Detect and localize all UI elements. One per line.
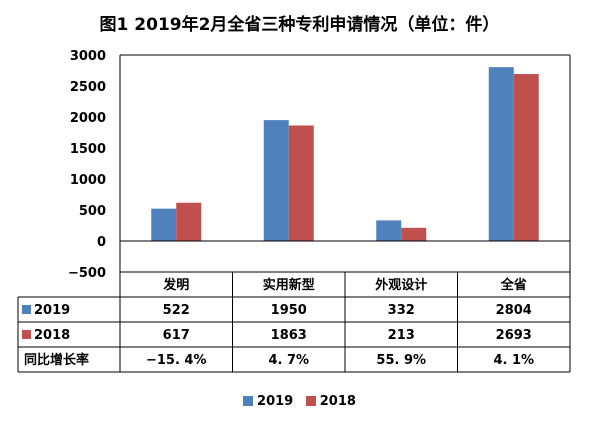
legend-swatch-2018 [305, 396, 316, 406]
y-tick-label: 500 [79, 204, 106, 219]
data-label: 55. 9% [376, 353, 426, 368]
y-tick-label: 1000 [70, 173, 106, 188]
data-label: 2693 [496, 328, 532, 343]
x-tick-label: 发明 [162, 277, 189, 293]
legend-label-2018: 2018 [319, 394, 356, 409]
bar-2018-2 [401, 227, 427, 241]
bar-2018-0 [176, 202, 202, 241]
y-tick-label: 0 [97, 235, 106, 250]
bar-2019-3 [488, 67, 514, 241]
data-label: 4. 7% [268, 353, 309, 368]
data-label: 1863 [271, 328, 307, 343]
table-row-label: 同比增长率 [24, 352, 89, 368]
bar-2019-1 [263, 120, 289, 241]
y-tick-label: 3000 [70, 49, 106, 64]
bar-2018-1 [288, 125, 314, 241]
data-label: −15. 4% [146, 353, 207, 368]
bar-2019-2 [376, 220, 402, 241]
y-tick-label: 2500 [70, 80, 106, 95]
data-label: 1950 [271, 303, 307, 318]
table-row-label: 2019 [34, 303, 70, 318]
y-tick-label: −500 [68, 266, 106, 281]
data-label: 213 [388, 328, 415, 343]
legend-label-2019: 2019 [257, 394, 294, 409]
data-label: 617 [163, 328, 190, 343]
chart-title: 图1 2019年2月全省三种专利申请情况（单位：件） [99, 15, 500, 35]
y-tick-label: 2000 [70, 111, 106, 126]
x-tick-label: 全省 [500, 277, 527, 293]
legend-item-2019: 2019 [243, 394, 293, 409]
table-legend-key [22, 330, 31, 339]
legend-swatch-2019 [243, 396, 254, 406]
data-label: 332 [388, 303, 415, 318]
bar-2018-3 [513, 74, 539, 241]
x-tick-label: 实用新型 [263, 277, 315, 293]
table-row-label: 2018 [34, 328, 70, 343]
data-label: 4. 1% [493, 353, 534, 368]
data-label: 2804 [496, 303, 532, 318]
legend-item-2018: 2018 [305, 394, 356, 409]
bar-2019-0 [151, 208, 177, 241]
table-legend-key [22, 305, 31, 314]
data-label: 522 [163, 303, 190, 318]
x-tick-label: 外观设计 [374, 277, 427, 293]
y-tick-label: 1500 [70, 142, 106, 157]
chart-legend: 2019 2018 [0, 394, 599, 409]
